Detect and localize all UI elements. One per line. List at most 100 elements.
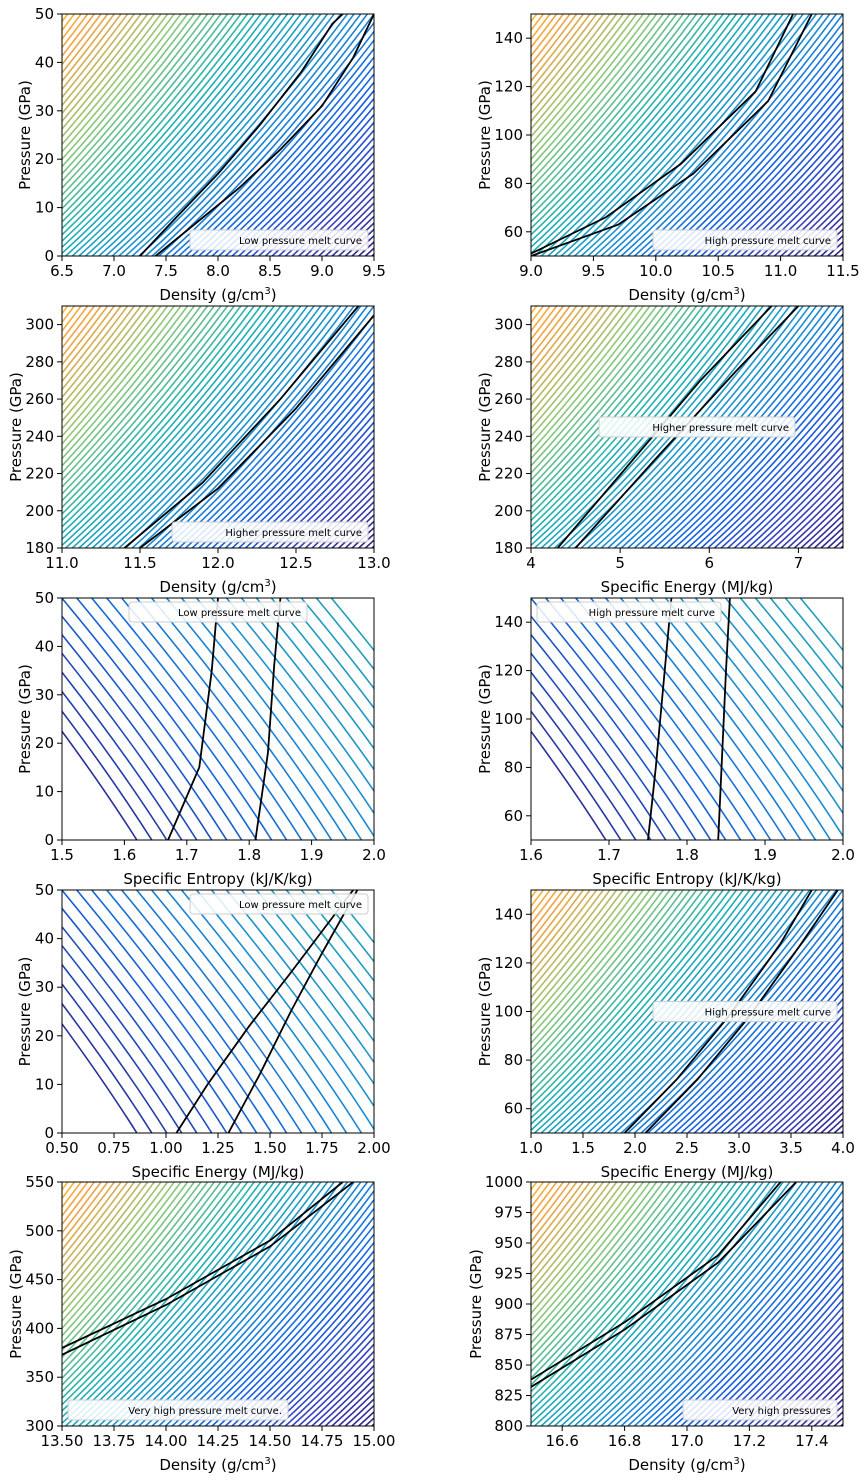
isotherm-line (124, 14, 342, 256)
isotherm-line (62, 1182, 156, 1300)
isotherm-line (839, 1423, 843, 1426)
y-tick-label: 0 (44, 1124, 54, 1142)
x-tick-label: 5 (615, 554, 625, 572)
isotherm-line (706, 405, 843, 548)
isotherm-line (600, 14, 818, 256)
isotherm-line (593, 1182, 811, 1426)
y-tick-label: 20 (35, 1027, 54, 1045)
x-axis-label: Density (g/cm3) (159, 1456, 276, 1474)
legend-label: Very high pressure melt curve. (128, 1406, 282, 1417)
isotherm-line (533, 890, 751, 1133)
isotherm-line (573, 306, 791, 548)
x-tick-label: 1.0 (519, 1139, 543, 1157)
x-tick-label: 0.75 (97, 1139, 130, 1157)
subplot-1: 6.5 7.0 7.5 8.0 8.5 9.0 9.5 0 10 20 30 40 50 Density … (0, 4, 386, 304)
isentrope-line (634, 598, 817, 840)
isotherm-line (726, 428, 843, 548)
isotherm-line (111, 14, 329, 256)
isotherm-line (531, 1182, 731, 1412)
isotherm-line (566, 306, 785, 548)
isentrope-line (531, 690, 637, 840)
isotherm-line (117, 14, 336, 256)
isentrope-line (120, 890, 303, 1133)
legend-label: High pressure melt curve (589, 608, 715, 619)
isotherm-line (531, 1182, 698, 1380)
isotherm-line (270, 880, 504, 1143)
isotherm-line (62, 14, 149, 123)
isotherm-line (531, 14, 638, 146)
isotherm-line (726, 1013, 843, 1133)
isotherm-line (659, 348, 843, 548)
x-tick-label: 14.50 (249, 1432, 292, 1450)
isotherm-line (62, 1182, 96, 1226)
isotherm-line (843, 4, 866, 266)
x-tick-label: 2.0 (831, 846, 855, 864)
x-axis-label: Specific Energy (MJ/kg) (601, 578, 774, 596)
y-tick-label: 900 (494, 1295, 523, 1313)
isotherm-line (62, 14, 262, 243)
isotherm-line (531, 890, 565, 934)
isentrope-line (180, 598, 363, 840)
isotherm-line (531, 306, 658, 460)
y-tick-label: 40 (35, 53, 54, 71)
isotherm-line (531, 1182, 631, 1307)
isotherm-line (531, 890, 731, 1120)
x-tick-label: 6.5 (50, 262, 74, 280)
isotherm-line (531, 1182, 598, 1268)
legend-box (598, 416, 796, 438)
isotherm-line (613, 890, 831, 1133)
melt-curve-1 (531, 1182, 782, 1381)
y-tick-label: 60 (504, 807, 523, 825)
isotherm-line (566, 890, 785, 1133)
isentrope-line (531, 633, 682, 840)
isotherm-line (613, 306, 831, 548)
x-tick-label: 1.8 (237, 846, 261, 864)
x-tick-label: 1.00 (149, 1139, 182, 1157)
melt-curve-1 (123, 306, 360, 548)
x-tick-label: 16.6 (545, 1432, 578, 1450)
isotherm-line (151, 306, 369, 548)
isotherm-line (62, 306, 149, 415)
isotherm-line (686, 965, 843, 1133)
isotherm-line (62, 14, 116, 83)
isotherm-line (77, 14, 296, 256)
y-tick-label: 300 (25, 316, 54, 334)
isotherm-line (633, 313, 843, 548)
isotherm-line (806, 1098, 843, 1133)
y-tick-label: 220 (25, 465, 54, 483)
melt-curve-2 (62, 1182, 354, 1356)
x-tick-label: 1.6 (519, 846, 543, 864)
isotherm-line (62, 1182, 162, 1307)
isotherm-line (586, 1182, 805, 1426)
isotherm-line (531, 14, 711, 224)
isotherm-line (62, 14, 269, 249)
isotherm-line (531, 890, 591, 967)
x-tick-label: 13.75 (93, 1432, 136, 1450)
melt-curve-2 (531, 1182, 797, 1388)
melt-curve-2 (254, 598, 282, 840)
isotherm-line (531, 14, 651, 161)
x-tick-label: 7 (794, 554, 804, 572)
x-axis-label: Specific Energy (MJ/kg) (601, 1163, 774, 1181)
legend-box (189, 893, 369, 915)
x-tick-label: 3.5 (779, 1139, 803, 1157)
isotherm-line (350, 526, 374, 548)
x-tick-label: 1.50 (253, 1139, 286, 1157)
isotherm-line (566, 14, 785, 256)
isotherm-line (806, 513, 843, 548)
isotherm-line (753, 458, 843, 548)
plot-area (531, 598, 843, 840)
isotherm-line (531, 890, 605, 984)
isotherm-line (62, 14, 142, 115)
isotherm-line (62, 14, 96, 58)
isotherm-line (653, 339, 843, 548)
isotherm-line (0, 4, 68, 266)
isotherm-line (62, 306, 142, 407)
isotherm-line (317, 1371, 374, 1426)
isotherm-line (62, 1182, 222, 1373)
isotherm-line (531, 890, 685, 1073)
subplot-4: 4 5 6 7 180 200 220 240 260 280 300 Specific Energy… (476, 305, 844, 596)
x-tick-label: 15.00 (353, 1432, 396, 1450)
isotherm-line (793, 500, 843, 548)
isentrope-line (195, 890, 374, 1131)
